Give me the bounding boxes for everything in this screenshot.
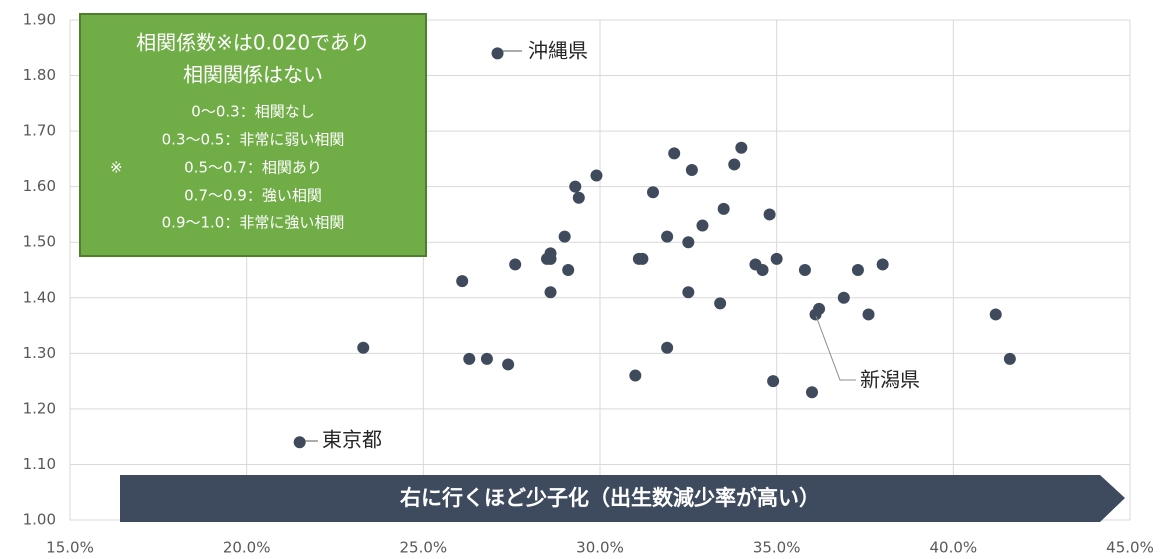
arrow-text: 右に行くほど少子化（出生数減少率が高い） <box>400 486 820 510</box>
point <box>456 275 469 288</box>
correlation-box <box>79 13 427 257</box>
point <box>728 158 741 171</box>
point <box>463 352 476 365</box>
y-tick-label: 1.90 <box>23 11 56 29</box>
point <box>544 252 557 265</box>
point <box>357 341 370 354</box>
point <box>837 291 850 304</box>
point <box>544 286 557 299</box>
y-tick-label: 1.20 <box>23 399 56 417</box>
point <box>480 352 493 365</box>
point <box>558 230 571 243</box>
box-scale: 0.5～0.7：相関あり <box>184 159 322 177</box>
x-tick-label: 35.0% <box>753 539 801 557</box>
point <box>685 164 698 176</box>
point <box>629 369 642 382</box>
point <box>798 264 811 276</box>
point <box>767 375 780 388</box>
point <box>989 308 1002 321</box>
box-scale: 0～0.3：相関なし <box>191 103 314 121</box>
point <box>851 264 864 276</box>
point <box>763 208 776 221</box>
y-tick-label: 1.70 <box>23 122 56 140</box>
point <box>661 341 674 354</box>
box-scale: 0.7～0.9：強い相関 <box>184 187 322 205</box>
point <box>714 297 727 310</box>
point <box>590 169 603 182</box>
point <box>293 436 306 449</box>
box-mark: ※ <box>110 159 123 177</box>
point <box>735 141 748 154</box>
point <box>562 264 575 276</box>
point <box>770 252 783 265</box>
box-title: 相関係数※は0.020であり <box>136 31 370 55</box>
point <box>491 47 504 60</box>
point <box>862 308 875 321</box>
x-tick-label: 30.0% <box>576 539 624 557</box>
point <box>636 252 649 265</box>
box-scale: 0.9～1.0：非常に強い相関 <box>162 214 345 232</box>
x-tick-label: 15.0% <box>46 539 94 557</box>
point <box>509 258 522 271</box>
point <box>502 358 515 371</box>
point-label: 東京都 <box>322 428 382 452</box>
x-tick-label: 40.0% <box>930 539 978 557</box>
point <box>813 302 826 315</box>
point <box>668 147 681 160</box>
point <box>682 236 695 249</box>
y-tick-label: 1.00 <box>23 511 56 529</box>
leader-line <box>815 315 856 381</box>
y-tick-label: 1.40 <box>23 288 56 306</box>
y-tick-label: 1.10 <box>23 455 56 473</box>
y-tick-label: 1.80 <box>23 66 56 84</box>
point <box>876 258 889 271</box>
point <box>572 191 585 204</box>
y-tick-label: 1.30 <box>23 344 56 362</box>
point <box>647 186 659 199</box>
x-tick-label: 20.0% <box>223 539 271 557</box>
point <box>806 386 818 399</box>
x-tick-label: 45.0% <box>1106 539 1154 557</box>
point <box>661 230 674 243</box>
y-tick-label: 1.50 <box>23 233 56 251</box>
y-tick-label: 1.60 <box>23 177 56 195</box>
point <box>756 264 769 276</box>
point <box>696 219 709 232</box>
box-title: 相関関係はない <box>183 63 323 87</box>
arrow <box>120 475 1125 522</box>
point <box>1003 352 1016 365</box>
point <box>569 180 582 193</box>
point <box>682 286 695 299</box>
x-tick-label: 25.0% <box>400 539 448 557</box>
box-scale: 0.3～0.5：非常に弱い相関 <box>162 131 345 149</box>
point <box>717 202 730 215</box>
point-label: 新潟県 <box>860 368 920 392</box>
point-label: 沖縄県 <box>528 39 588 63</box>
